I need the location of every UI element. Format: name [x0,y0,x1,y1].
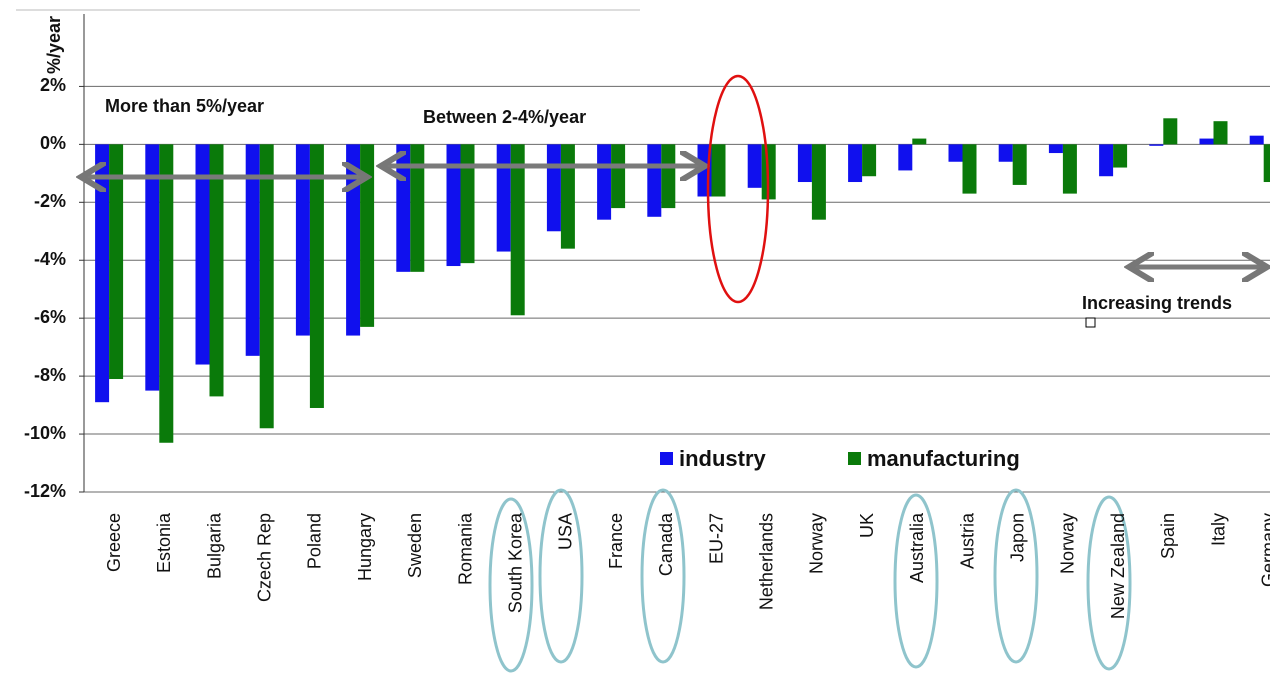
bar [446,144,461,267]
x-tick-label: Poland [305,513,325,569]
bar [496,144,511,252]
highlight-ellipse [538,488,584,664]
bar [1213,121,1228,145]
bar [245,144,260,356]
bar [1249,135,1264,145]
bar [309,144,324,408]
x-tick-label: USA [556,513,576,550]
x-tick-label: Sweden [405,513,425,578]
bar [1263,144,1270,183]
bar [360,144,375,327]
x-tick-label: Hungary [355,513,375,581]
legend-label: industry [679,446,767,471]
legend-swatch [848,452,861,465]
y-tick-label: -2% [34,191,66,211]
bar [109,144,124,380]
annotation: More than 5%/year [105,96,264,116]
x-tick-label: Italy [1208,513,1228,546]
bar [95,144,110,403]
x-tick-label: Canada [656,512,676,576]
x-tick-label: Greece [104,513,124,572]
bar [295,144,310,336]
annotation: Between 2-4%/year [423,107,586,127]
y-tick-label: -6% [34,307,66,327]
bar [661,144,676,209]
bar [848,144,863,183]
bar [948,144,963,162]
bar [898,144,913,171]
bar [998,144,1013,162]
highlight-ellipse [1086,495,1132,671]
y-tick-label: -10% [24,423,66,443]
bar [346,144,361,336]
y-axis-label: %/year [44,16,64,74]
x-tick-label: Netherlands [756,513,776,610]
y-tick-label: -4% [34,249,66,269]
x-tick-label: South Korea [505,512,525,613]
bar [862,144,877,177]
bar [259,144,274,429]
highlight-ellipse [488,497,534,673]
y-tick-label: 2% [40,75,66,95]
highlight-ellipse [993,488,1039,664]
x-tick-label: Czech Rep [254,513,274,602]
bar [797,144,812,183]
bar [159,144,174,443]
bar [711,144,726,197]
highlight-ellipse [706,74,770,304]
bar [647,144,662,217]
bar [811,144,826,220]
bar [611,144,626,209]
x-tick-label: Austria [957,512,977,569]
bar [912,138,927,145]
x-tick-label: Australia [907,512,927,583]
legend-label: manufacturing [867,446,1020,471]
legend-swatch [660,452,673,465]
bar [1163,118,1178,145]
bar [1099,144,1114,177]
bar [747,144,762,188]
y-tick-label: -8% [34,365,66,385]
bar [195,144,210,365]
x-tick-label: UK [857,513,877,538]
x-tick-label: Germany [1258,513,1270,587]
bar [1199,138,1214,145]
bar [410,144,425,272]
bar [1048,144,1063,154]
handle [1085,317,1096,328]
bar [546,144,561,232]
bar [1113,144,1128,168]
annotation: Increasing trends [1082,293,1232,313]
x-tick-label: France [606,513,626,569]
x-tick-label: EU-27 [706,513,726,564]
x-tick-label: New Zealand [1108,513,1128,619]
x-tick-label: Japon [1007,513,1027,562]
bar [510,144,525,316]
bar [460,144,475,264]
y-tick-label: -12% [24,481,66,501]
x-tick-label: Norway [807,513,827,574]
x-tick-label: Estonia [154,512,174,573]
highlight-ellipse [640,488,686,664]
bar [560,144,575,249]
bar [1012,144,1027,185]
bar [1149,144,1164,146]
y-tick-label: 0% [40,133,66,153]
x-tick-label: Bulgaria [204,512,224,579]
x-tick-label: Norway [1058,513,1078,574]
x-tick-label: Spain [1158,513,1178,559]
bar [145,144,160,391]
highlight-ellipse [893,493,939,669]
bar [1062,144,1077,194]
bar [396,144,411,272]
bar [962,144,977,194]
x-tick-label: Romania [455,512,475,585]
bar [209,144,224,397]
bar [597,144,612,220]
